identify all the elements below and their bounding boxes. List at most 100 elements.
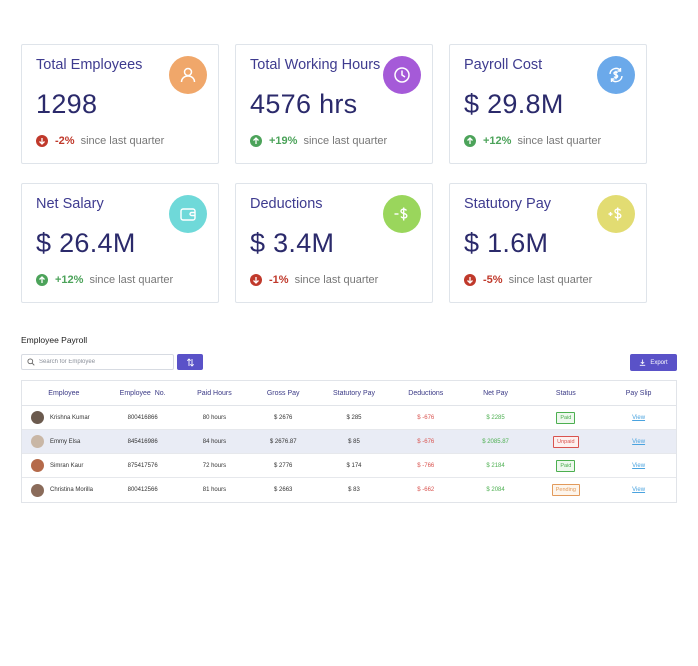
employee-number: 875417576: [127, 462, 158, 469]
arrow-down-icon: [464, 274, 476, 286]
view-pay-slip-link[interactable]: View: [632, 438, 646, 445]
card-title: Statutory Pay: [464, 196, 552, 212]
net-pay: $ 2285: [486, 414, 505, 421]
pay-slip-cell: View: [601, 487, 676, 493]
trend-label: since last quarter: [80, 135, 165, 147]
export-button[interactable]: Export: [630, 354, 677, 371]
statutory-pay: $ 83: [348, 487, 360, 493]
card-trend: +12% since last quarter: [464, 135, 601, 147]
statutory-pay: $ 285: [346, 414, 362, 421]
trend-value: +19%: [269, 135, 298, 147]
download-icon: [639, 359, 650, 366]
search-input[interactable]: [39, 359, 169, 365]
card-title: Total Working Hours: [250, 57, 381, 73]
status-badge: Unpaid: [553, 435, 579, 448]
table-row[interactable]: Emmy Elsa 845416986 84 hours $ 2676.87 $…: [22, 430, 676, 454]
employee-number: 845416986: [127, 438, 158, 445]
employee-name: Emmy Elsa: [50, 438, 81, 445]
avatar: [31, 459, 44, 472]
search-icon: [27, 358, 39, 366]
net-pay: $ 2184: [486, 462, 505, 469]
net-pay: $ 2085.87: [482, 438, 509, 445]
pay-slip-cell: View: [601, 439, 676, 445]
column-header-gross-pay[interactable]: Gross Pay: [266, 389, 300, 397]
column-header-employee[interactable]: Employee: [48, 389, 80, 397]
card-trend: -1% since last quarter: [250, 274, 378, 286]
card-title: Total Employees: [36, 57, 143, 73]
gross-pay: $ 2776: [274, 462, 293, 469]
employee-cell: Simran Kaur: [22, 459, 106, 472]
status-badge: Paid: [556, 459, 576, 472]
gross-pay: $ 2676.87: [269, 438, 297, 445]
status-badge: Paid: [556, 411, 576, 424]
card-title: Deductions: [250, 196, 323, 212]
card-trend: -2% since last quarter: [36, 135, 164, 147]
card-value: $ 29.8M: [464, 89, 564, 119]
trend-value: -1%: [269, 274, 289, 286]
card-value: 4576 hrs: [250, 89, 358, 119]
payroll-table: Employee Employee No. Paid Hours Gross P…: [21, 380, 677, 503]
user-icon: [169, 56, 207, 94]
status-cell: Paid: [530, 459, 601, 472]
table-row[interactable]: Christina Morilla 800412566 81 hours $ 2…: [22, 478, 676, 502]
arrow-up-icon: [250, 135, 262, 147]
avatar: [31, 483, 44, 497]
card-title: Net Salary: [36, 196, 104, 212]
card-trend: +12% since last quarter: [36, 274, 173, 286]
gross-pay: $ 2663: [274, 487, 293, 493]
statutory-pay: $ 85: [348, 438, 360, 445]
column-header-employee-no[interactable]: Employee No.: [119, 389, 166, 397]
statutory-pay: $ 174: [346, 462, 362, 469]
column-header-net-pay[interactable]: Net Pay: [483, 389, 509, 397]
column-header-pay-slip[interactable]: Pay Slip: [625, 389, 652, 397]
column-header-deductions[interactable]: Deductions: [408, 389, 444, 397]
deductions: $ -662: [417, 487, 435, 493]
deductions: $ -676: [417, 414, 435, 421]
employee-cell: Emmy Elsa: [22, 435, 106, 448]
sort-button[interactable]: [177, 354, 203, 370]
card-value: $ 26.4M: [36, 228, 136, 258]
arrow-down-icon: [36, 135, 48, 147]
table-row[interactable]: Krishna Kumar 800416866 80 hours $ 2676 …: [22, 406, 676, 430]
arrow-up-icon: [464, 135, 476, 147]
refresh-dollar-icon: [597, 56, 635, 94]
table-row[interactable]: Simran Kaur 875417576 72 hours $ 2776 $ …: [22, 454, 676, 478]
view-pay-slip-link[interactable]: View: [632, 487, 646, 493]
column-header-paid-hours[interactable]: Paid Hours: [197, 389, 232, 397]
deductions: $ -676: [417, 438, 435, 445]
card-value: $ 3.4M: [250, 228, 335, 258]
trend-value: -2%: [55, 135, 75, 147]
arrow-down-icon: [250, 274, 262, 286]
stat-card-statutory-pay: Statutory Pay $ 1.6M -5% since last quar…: [449, 183, 647, 303]
avatar: [31, 435, 44, 448]
card-value: 1298: [36, 89, 98, 119]
employee-number: 800416866: [127, 414, 158, 421]
paid-hours: 80 hours: [202, 414, 227, 421]
column-header-status[interactable]: Status: [555, 389, 576, 397]
section-title: Employee Payroll: [21, 335, 88, 345]
stat-card-total-employees: Total Employees 1298 -2% since last quar…: [21, 44, 219, 164]
gross-pay: $ 2676: [274, 414, 293, 421]
employee-cell: Krishna Kumar: [22, 411, 106, 424]
card-trend: -5% since last quarter: [464, 274, 592, 286]
paid-hours: 72 hours: [202, 462, 227, 469]
clock-icon: [383, 56, 421, 94]
pay-slip-cell: View: [601, 463, 676, 469]
deductions: $ -766: [417, 462, 435, 469]
paid-hours: 81 hours: [202, 487, 227, 493]
stat-card-deductions: Deductions $ 3.4M -1% since last quarter: [235, 183, 433, 303]
card-trend: +19% since last quarter: [250, 135, 387, 147]
trend-value: +12%: [55, 274, 84, 286]
net-pay: $ 2084: [486, 487, 505, 493]
column-header-statutory-pay[interactable]: Statutory Pay: [332, 389, 376, 397]
view-pay-slip-link[interactable]: View: [632, 462, 646, 469]
search-box[interactable]: [21, 354, 174, 370]
trend-label: since last quarter: [294, 274, 379, 286]
wallet-icon: [169, 195, 207, 233]
avatar: [31, 411, 44, 424]
plus-dollar-icon: [597, 195, 635, 233]
sort-icon: [186, 357, 195, 367]
stat-card-payroll-cost: Payroll Cost $ 29.8M +12% since last qua…: [449, 44, 647, 164]
view-pay-slip-link[interactable]: View: [632, 414, 646, 421]
arrow-up-icon: [36, 274, 48, 286]
